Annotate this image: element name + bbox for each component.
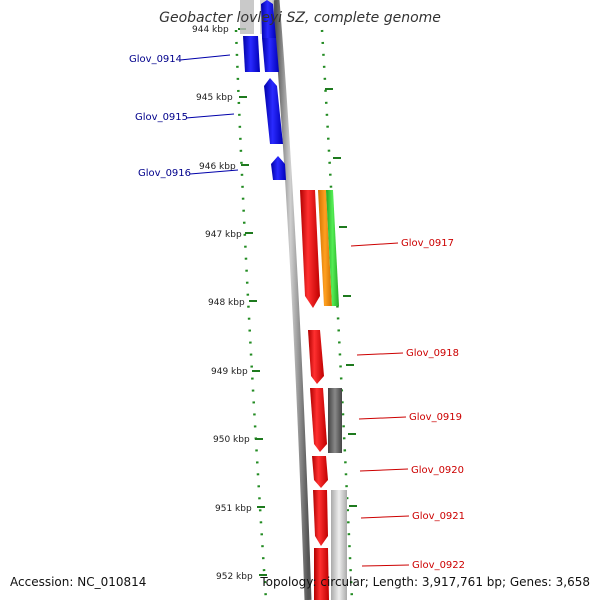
dark-gray-feature (328, 388, 342, 453)
map-title: Geobacter lovleyi SZ, complete genome (159, 10, 441, 26)
gray-feature (240, 0, 254, 34)
tick-mark (255, 438, 263, 440)
gene-arrow-glov-0919[interactable] (310, 388, 327, 452)
minus-strand-dotted-track (234, 29, 268, 600)
gene-label-glov-0922[interactable]: Glov_0922 (412, 560, 465, 571)
tick-mark (333, 157, 341, 159)
plus-strand-dotted-track (320, 29, 354, 600)
gene-arrow-glov-0913[interactable] (261, 0, 276, 38)
tick-mark (339, 226, 347, 228)
gene-arrow-glov-0921[interactable] (313, 490, 328, 546)
leader-line (185, 113, 235, 119)
leader-line (356, 352, 404, 356)
leader-line (350, 242, 399, 247)
chromosome-backbone (272, 0, 312, 600)
gene-arrow-glov-0914b[interactable] (262, 38, 279, 72)
position-ticks (238, 28, 357, 576)
tick-mark (249, 300, 257, 302)
gene-label-glov-0918[interactable]: Glov_0918 (406, 348, 459, 359)
tick-mark (252, 370, 260, 372)
tick-label: 946 kbp (199, 162, 236, 172)
tick-label: 945 kbp (196, 93, 233, 103)
tick-mark (245, 232, 253, 234)
leader-line (189, 169, 239, 175)
gene-label-glov-0915[interactable]: Glov_0915 (135, 112, 188, 123)
gene-label-glov-0920[interactable]: Glov_0920 (411, 465, 464, 476)
gene-label-glov-0914[interactable]: Glov_0914 (129, 54, 182, 65)
green-feature (326, 190, 339, 306)
gene-label-glov-0917[interactable]: Glov_0917 (401, 238, 454, 249)
leader-line (360, 515, 410, 519)
topology-label: Topology: circular; Length: 3,917,761 bp… (259, 575, 590, 589)
light-gray-feature (331, 490, 347, 600)
gene-arrow-glov-0917[interactable] (300, 190, 320, 308)
tick-label: 950 kbp (213, 435, 250, 445)
gene-label-glov-0921[interactable]: Glov_0921 (412, 511, 465, 522)
tick-label: 951 kbp (215, 504, 252, 514)
leader-line (179, 54, 231, 61)
tick-mark (241, 164, 249, 166)
tick-mark (343, 295, 351, 297)
gene-arrow-glov-0918[interactable] (308, 330, 324, 384)
gene-arrow-glov-0914[interactable] (243, 36, 260, 72)
tick-mark (349, 505, 357, 507)
leader-line (361, 564, 410, 567)
tick-mark (348, 433, 356, 435)
tick-label: 949 kbp (211, 367, 248, 377)
tick-mark (325, 88, 333, 90)
tick-mark (346, 364, 354, 366)
tick-label: 948 kbp (208, 298, 245, 308)
tick-mark (257, 506, 265, 508)
gene-arrow-glov-0915[interactable] (264, 78, 283, 144)
tick-label: 952 kbp (216, 572, 253, 582)
tick-mark (239, 96, 247, 98)
label-leaders (179, 54, 410, 567)
gene-label-glov-0919[interactable]: Glov_0919 (409, 412, 462, 423)
gene-label-glov-0916[interactable]: Glov_0916 (138, 168, 191, 179)
tick-label: 947 kbp (205, 230, 242, 240)
tick-mark (259, 574, 267, 576)
tick-label: 944 kbp (192, 25, 229, 35)
orange-feature (318, 190, 332, 306)
gene-arrow-glov-0920[interactable] (312, 456, 328, 488)
leader-line (358, 416, 407, 420)
accession-label: Accession: NC_010814 (10, 575, 146, 589)
leader-line (359, 468, 409, 472)
gene-arrow-glov-0916[interactable] (271, 156, 286, 180)
gene-arrow-glov-0922[interactable] (314, 548, 329, 600)
